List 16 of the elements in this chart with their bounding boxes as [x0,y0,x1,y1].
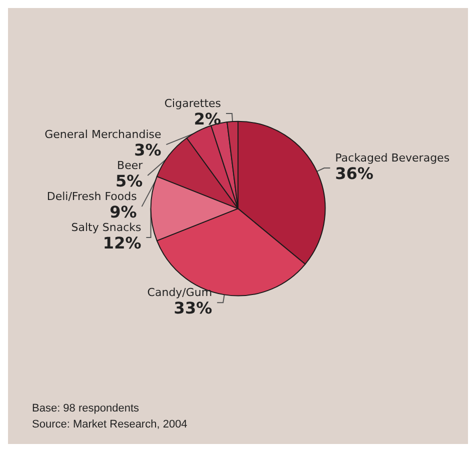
slice-label: General Merchandise [44,128,162,142]
data-label: 33% [174,298,212,318]
slice-label: Beer [117,159,144,172]
data-label: 5% [115,172,143,191]
text: Base: 98 respondents [32,402,140,414]
slice-label: Packaged Beverages [335,152,450,165]
slice-label: Deli/Fresh Foods [46,190,138,204]
data-label: 12% [102,234,142,253]
data-label: 36% [335,164,374,184]
slice-label: Candy/Gum [147,286,212,300]
data-label: 9% [110,202,137,222]
data-label: 3% [134,140,162,160]
source-note: Source: Market Research, 2004 [32,418,188,430]
data-label: 2% [194,110,222,129]
slice-label: Cigarettes [164,97,222,110]
slice-label: Salty Snacks [71,221,142,234]
